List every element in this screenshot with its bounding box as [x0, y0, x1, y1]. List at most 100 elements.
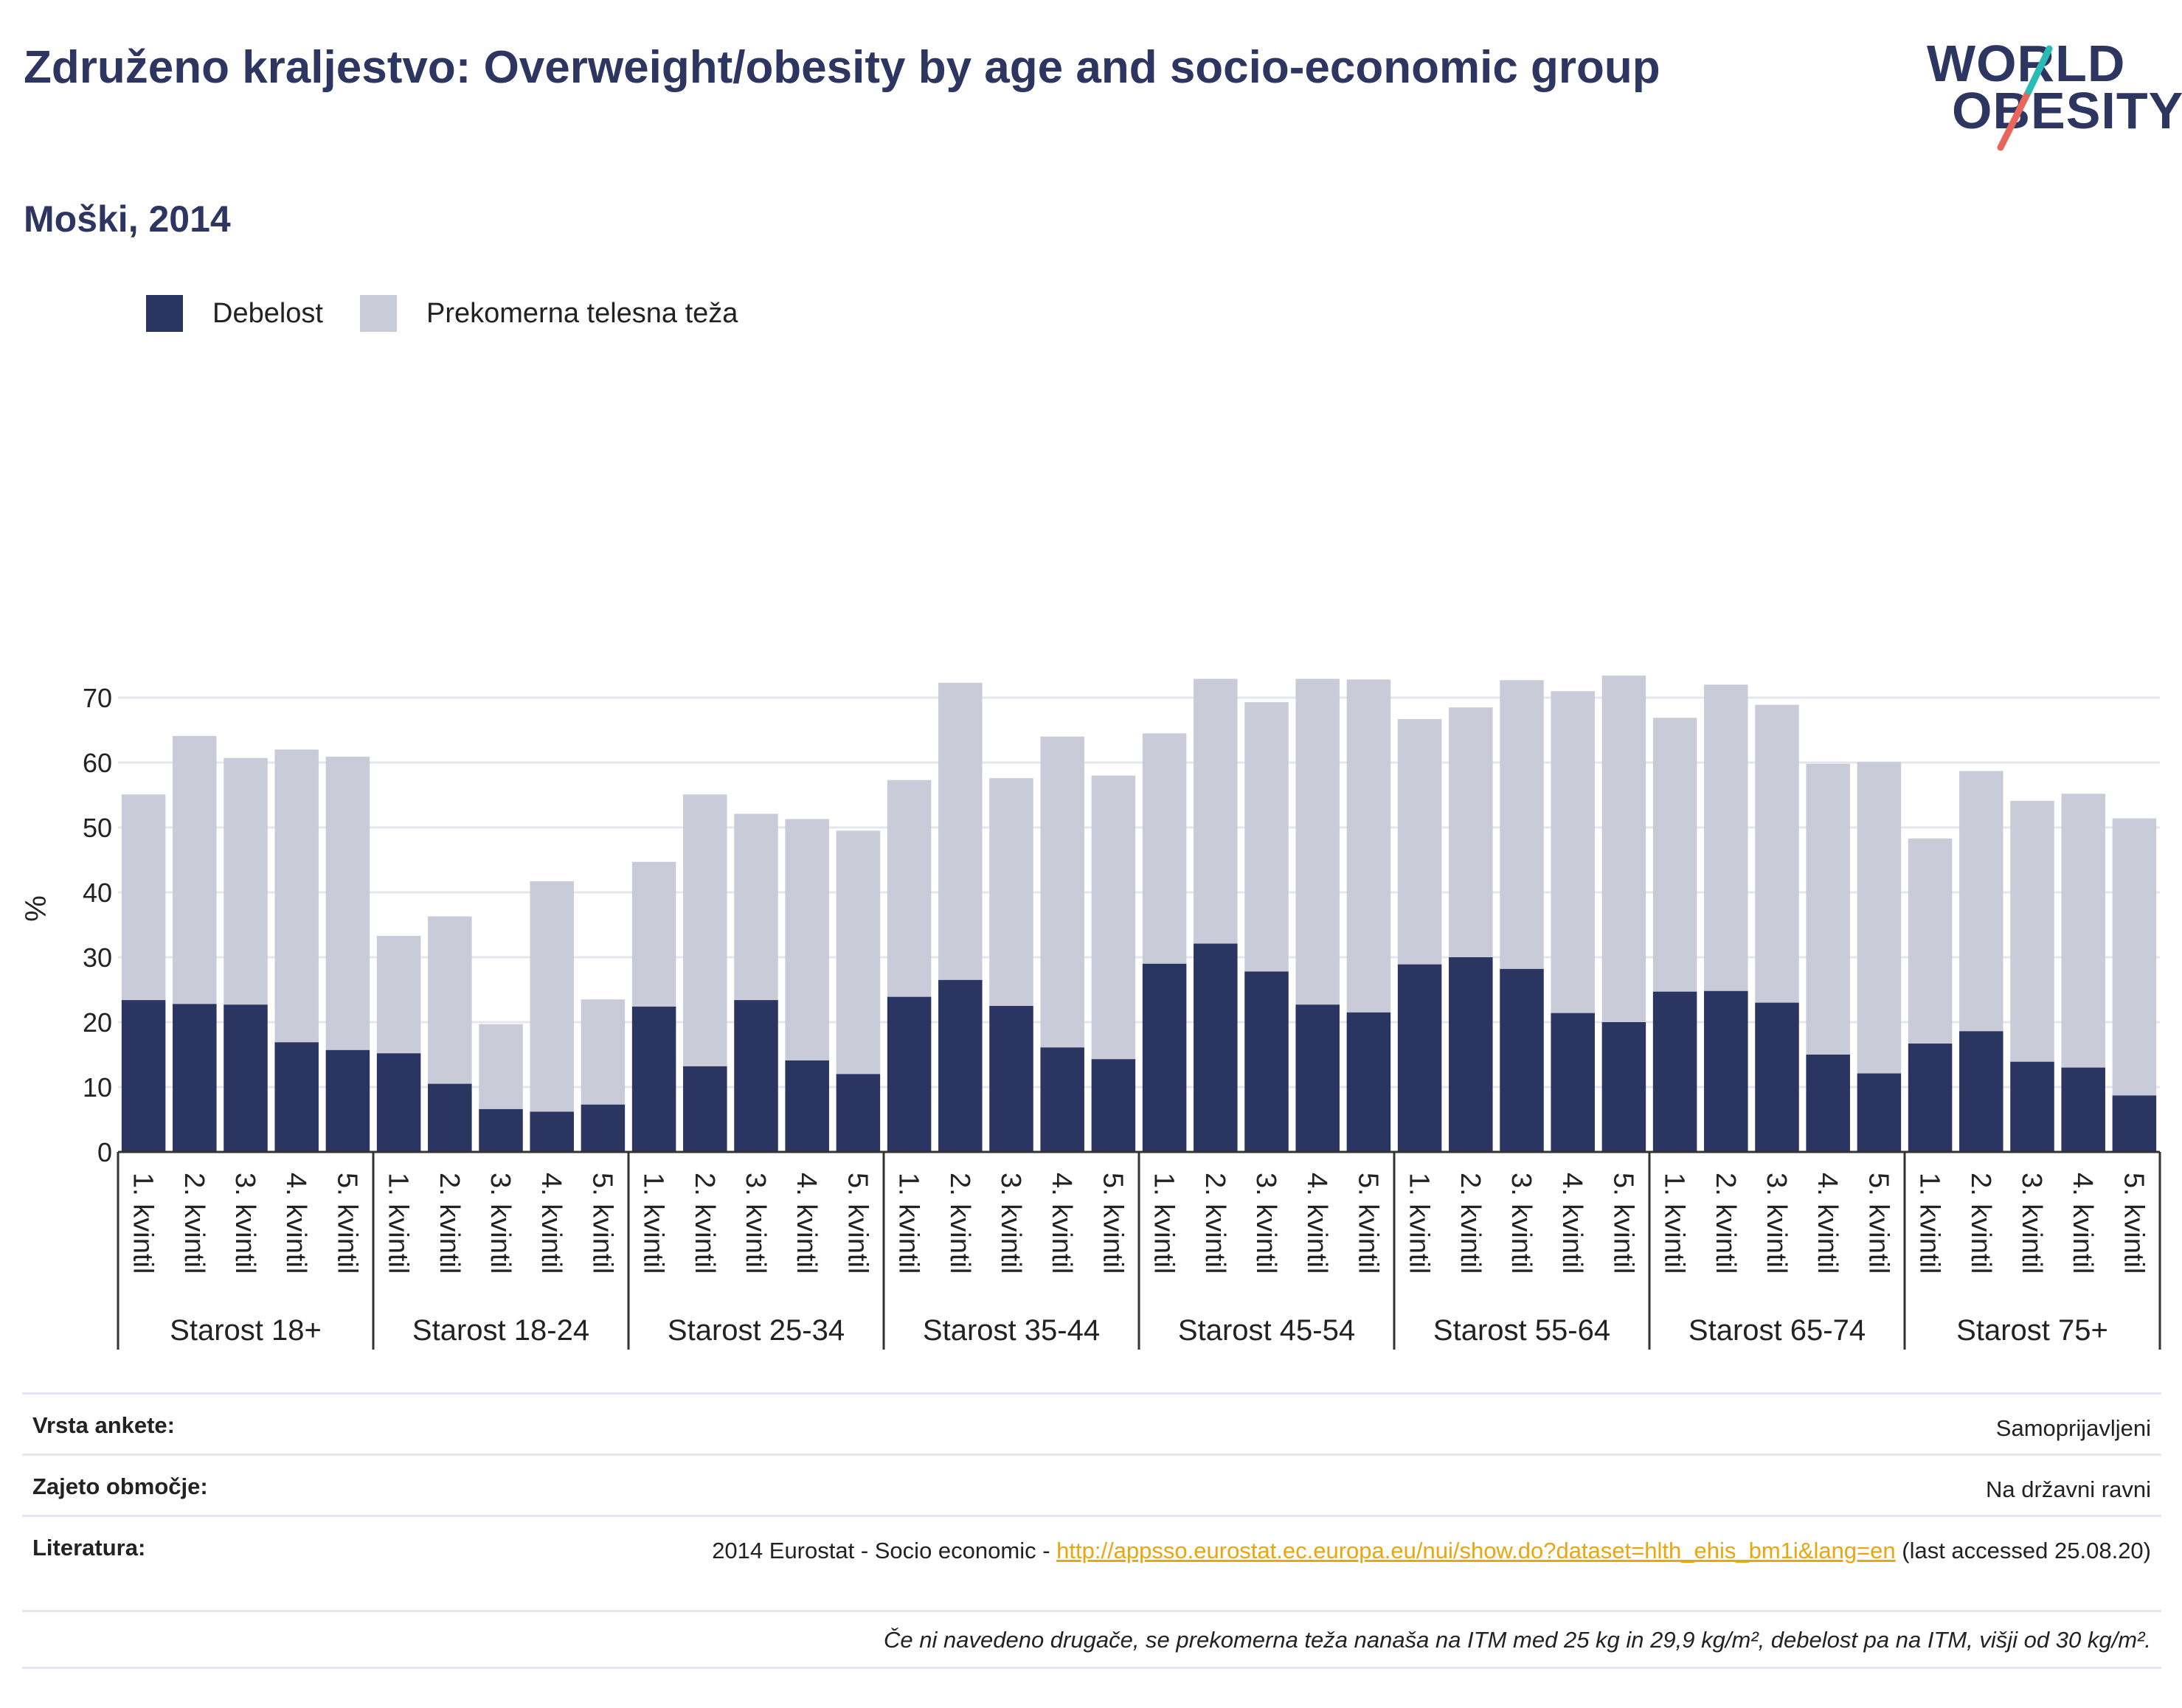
x-tick-label: 2. kvintil: [179, 1173, 209, 1274]
x-tick-label: 1. kvintil: [1149, 1173, 1180, 1274]
bar-overweight: [2112, 818, 2157, 1096]
group-label: Starost 65-74: [1689, 1314, 1866, 1347]
legend-swatch-overweight: [359, 295, 397, 332]
bar-overweight: [1449, 707, 1493, 957]
bar-obesity: [887, 996, 932, 1152]
logo-slash-icon: [1997, 45, 2053, 151]
bar-obesity: [325, 1049, 370, 1152]
bar-overweight: [1091, 775, 1136, 1060]
bar-obesity: [989, 1006, 1033, 1152]
bar-obesity: [785, 1060, 829, 1152]
logo-line-1: WORLD: [1927, 35, 2126, 92]
bar-obesity: [274, 1042, 319, 1152]
bar-obesity: [734, 1000, 778, 1152]
bar-obesity: [631, 1006, 676, 1152]
x-tick-label: 4. kvintil: [1301, 1173, 1332, 1274]
bar-overweight: [428, 916, 472, 1084]
bar-overweight: [325, 757, 370, 1050]
y-tick-label: 50: [83, 813, 112, 843]
y-tick-label: 20: [83, 1007, 112, 1038]
x-tick-label: 2. kvintil: [1710, 1173, 1741, 1274]
x-tick-label: 5. kvintil: [1352, 1173, 1383, 1274]
group-label: Starost 75+: [1956, 1314, 2108, 1347]
y-tick-label: 70: [83, 683, 112, 713]
group-label: Starost 18-24: [412, 1314, 589, 1347]
bar-obesity: [173, 1004, 217, 1152]
x-tick-label: 4. kvintil: [1046, 1173, 1077, 1274]
bar-obesity: [2010, 1061, 2054, 1152]
bar-overweight: [1704, 684, 1748, 991]
bar-overweight: [836, 830, 881, 1075]
x-tick-label: 2. kvintil: [1965, 1173, 1996, 1274]
bar-overweight: [224, 757, 268, 1005]
y-tick-label: 10: [83, 1072, 112, 1103]
world-obesity-logo[interactable]: WORLD OBESITY: [1918, 21, 2182, 161]
stacked-bar-chart: 0 10 20 30 40 50 60 70% 1. kvintil 2. kvintil 3. k…: [20, 676, 2161, 1350]
bar-obesity: [479, 1108, 523, 1152]
bar-overweight: [2010, 800, 2054, 1062]
bar-obesity: [1551, 1013, 1595, 1152]
legend-item-obesity[interactable]: Debelost: [146, 295, 323, 332]
bar-obesity: [1194, 943, 1238, 1152]
x-tick-label: 4. kvintil: [280, 1173, 311, 1274]
coverage-label: Zajeto območje:: [32, 1473, 208, 1499]
bar-obesity: [2112, 1095, 2157, 1152]
x-tick-label: 3. kvintil: [229, 1173, 260, 1274]
bar-overweight: [1601, 676, 1646, 1022]
bar-overweight: [1346, 679, 1391, 1013]
group-label: Starost 45-54: [1178, 1314, 1355, 1347]
legend-swatch-obesity: [146, 295, 183, 332]
bar-obesity: [581, 1104, 626, 1152]
bar-overweight: [1908, 838, 1953, 1044]
bar-overweight: [2061, 794, 2105, 1068]
bar-obesity: [1755, 1002, 1799, 1152]
bar-overweight: [1244, 702, 1289, 972]
x-tick-label: 1. kvintil: [1404, 1173, 1435, 1274]
bar-overweight: [785, 819, 829, 1060]
bar-obesity: [1346, 1012, 1391, 1152]
bar-overweight: [376, 935, 421, 1054]
x-tick-label: 5. kvintil: [331, 1173, 362, 1274]
bar-obesity: [938, 979, 983, 1152]
bar-overweight: [1959, 771, 2003, 1032]
bar-obesity: [1704, 990, 1748, 1152]
bar-obesity: [1908, 1044, 1953, 1152]
bar-obesity: [1806, 1055, 1850, 1152]
x-tick-label: 2. kvintil: [944, 1173, 975, 1274]
info-table: Vrsta ankete: Samoprijavljeni Zajeto obm…: [22, 1392, 2161, 1669]
bar-overweight: [1397, 719, 1442, 965]
bar-overweight: [1806, 763, 1850, 1055]
bar-overweight: [1857, 762, 1902, 1074]
bar-overweight: [938, 682, 983, 980]
x-tick-label: 4. kvintil: [2067, 1173, 2098, 1274]
bar-overweight: [581, 999, 626, 1105]
literature-prefix: 2014 Eurostat - Socio economic -: [712, 1538, 1057, 1563]
bar-obesity: [1397, 964, 1442, 1152]
bar-overweight: [989, 778, 1033, 1006]
x-tick-label: 1. kvintil: [1659, 1173, 1690, 1274]
chart-title: Združeno kraljestvo: Overweight/obesity …: [24, 42, 1660, 93]
legend-item-overweight[interactable]: Prekomerna telesna teža: [359, 295, 738, 332]
bar-overweight: [1040, 736, 1084, 1048]
bar-overweight: [1755, 704, 1799, 1003]
x-tick-label: 1. kvintil: [638, 1173, 669, 1274]
x-tick-label: 4. kvintil: [1556, 1173, 1587, 1274]
bar-overweight: [274, 749, 319, 1043]
bar-overweight: [1295, 678, 1340, 1005]
info-row-literature: Literatura: 2014 Eurostat - Socio econom…: [22, 1515, 2161, 1610]
legend-label-obesity: Debelost: [212, 297, 323, 329]
info-row-coverage: Zajeto območje: Na državni ravni: [22, 1454, 2161, 1515]
bar-obesity: [428, 1083, 472, 1152]
bar-obesity: [1295, 1004, 1340, 1152]
bar-overweight: [631, 861, 676, 1007]
coverage-value: Na državni ravni: [1986, 1476, 2151, 1502]
literature-link[interactable]: http://appsso.eurostat.ec.europa.eu/nui/…: [1056, 1538, 1896, 1563]
bar-obesity: [1449, 957, 1493, 1152]
bar-obesity: [1959, 1031, 2003, 1152]
group-label: Starost 55-64: [1433, 1314, 1610, 1347]
x-tick-label: 4. kvintil: [536, 1173, 567, 1274]
x-tick-label: 5. kvintil: [1863, 1173, 1894, 1274]
x-tick-label: 3. kvintil: [1250, 1173, 1281, 1274]
x-tick-label: 4. kvintil: [791, 1173, 822, 1274]
x-tick-label: 5. kvintil: [842, 1173, 873, 1274]
